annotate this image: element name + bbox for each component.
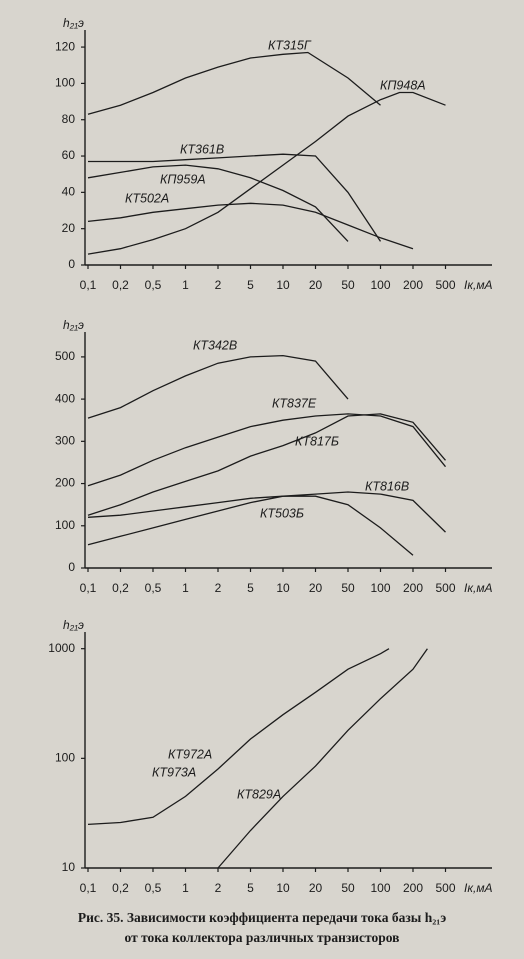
x-tick-label: 500 [435, 278, 455, 292]
x-tick-label: 1 [182, 881, 189, 895]
x-tick-label: 2 [215, 278, 222, 292]
x-tick-label: 0,5 [145, 581, 162, 595]
x-tick-label: 0,1 [80, 881, 97, 895]
y-tick-label: 300 [55, 434, 75, 448]
curve [87, 164, 349, 242]
x-tick-label: 5 [247, 278, 254, 292]
curve [87, 51, 381, 115]
curve [217, 648, 428, 869]
y-axis-label: h₂₁э [63, 618, 84, 632]
curve [87, 495, 414, 556]
x-axis-label: Iк,мА [464, 881, 493, 895]
x-tick-label: 10 [276, 881, 290, 895]
x-tick-label: 20 [309, 581, 323, 595]
y-tick-label: 500 [55, 349, 75, 363]
x-tick-label: 2 [215, 881, 222, 895]
x-tick-label: 2 [215, 581, 222, 595]
curve-name: КП959А [160, 172, 206, 186]
x-tick-label: 0,2 [112, 881, 129, 895]
y-tick-label: 80 [62, 112, 76, 126]
curve [87, 202, 414, 250]
x-tick-label: 0,5 [145, 278, 162, 292]
y-axis-label: h₂₁э [63, 16, 84, 30]
curve-name: КТ817Б [295, 434, 339, 448]
x-tick-label: 0,2 [112, 581, 129, 595]
curve [87, 491, 446, 533]
x-tick-label: 0,1 [80, 278, 97, 292]
y-tick-label: 20 [62, 221, 76, 235]
y-tick-label: 1000 [48, 641, 75, 655]
x-tick-label: 200 [403, 278, 423, 292]
curve-name: КТ361В [180, 142, 224, 156]
x-axis-label: Iк,мА [464, 278, 493, 292]
x-tick-label: 0,2 [112, 278, 129, 292]
curve-name: КТ502А [125, 191, 169, 205]
x-tick-label: 10 [276, 278, 290, 292]
curve-name: КТ816В [365, 479, 409, 493]
curve [88, 153, 382, 242]
curve-name: КТ503Б [260, 506, 304, 520]
curve-name: КТ342В [193, 338, 237, 352]
curve-name: КТ837Е [272, 396, 317, 410]
y-tick-label: 10 [62, 860, 76, 874]
x-tick-label: 100 [370, 278, 390, 292]
x-tick-label: 0,5 [145, 881, 162, 895]
x-tick-label: 20 [309, 278, 323, 292]
y-tick-label: 100 [55, 751, 75, 765]
curve [87, 91, 446, 255]
y-tick-label: 100 [55, 76, 75, 90]
x-tick-label: 200 [403, 581, 423, 595]
x-tick-label: 50 [341, 581, 355, 595]
curve-name: КТ972А [168, 747, 212, 761]
curve-name: КТ829А [237, 787, 281, 801]
x-tick-label: 500 [435, 581, 455, 595]
x-tick-label: 200 [403, 881, 423, 895]
curve-name: КТ315Г [268, 38, 312, 52]
y-tick-label: 0 [68, 257, 75, 271]
y-tick-label: 400 [55, 391, 75, 405]
y-tick-label: 120 [55, 39, 75, 53]
y-tick-label: 200 [55, 476, 75, 490]
x-tick-label: 10 [276, 581, 290, 595]
curve [87, 413, 447, 487]
y-tick-label: 0 [68, 560, 75, 574]
x-tick-label: 1 [182, 581, 189, 595]
curve [87, 413, 446, 516]
x-tick-label: 50 [341, 881, 355, 895]
x-tick-label: 1 [182, 278, 189, 292]
x-tick-label: 500 [435, 881, 455, 895]
x-tick-label: 0,1 [80, 581, 97, 595]
caption-line: от тока коллектора различных транзисторо… [125, 930, 400, 945]
curve-name: КП948А [380, 78, 426, 92]
caption-line: Рис. 35. Зависимости коэффициента переда… [78, 910, 446, 925]
y-tick-label: 100 [55, 518, 75, 532]
y-tick-label: 60 [62, 148, 76, 162]
x-tick-label: 100 [370, 581, 390, 595]
curve-name: КТ973А [152, 765, 196, 779]
x-tick-label: 5 [247, 881, 254, 895]
curve [87, 648, 390, 826]
x-axis-label: Iк,мА [464, 581, 493, 595]
x-tick-label: 100 [370, 881, 390, 895]
curve [87, 354, 349, 419]
y-tick-label: 40 [62, 185, 76, 199]
x-tick-label: 20 [309, 881, 323, 895]
x-tick-label: 50 [341, 278, 355, 292]
y-axis-label: h₂₁э [63, 318, 84, 332]
x-tick-label: 5 [247, 581, 254, 595]
